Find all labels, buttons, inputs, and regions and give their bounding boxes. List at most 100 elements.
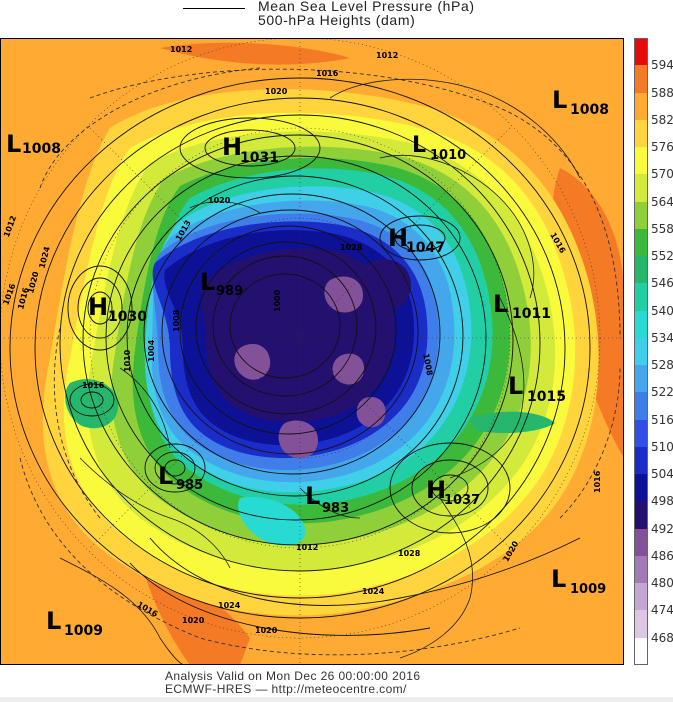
band-552-se (470, 411, 555, 434)
isobar-label: 1008 (172, 309, 181, 332)
center-l-1009-east-value: 1009 (570, 582, 606, 597)
band-594-n (160, 42, 350, 65)
colorbar-tick-label: 474 (651, 603, 673, 618)
colorbar-cell (634, 583, 648, 611)
legend-line-1: Mean Sea Level Pressure (hPa) (258, 0, 475, 14)
colorbar-tick-label: 540 (651, 303, 673, 318)
colorbar-cell (634, 610, 648, 639)
center-l-1008-east-letter: L (552, 86, 567, 114)
center-h-1037-value: 1037 (444, 493, 480, 508)
colorbar-cell (634, 201, 648, 230)
colorbar-cell (634, 637, 648, 666)
height-contours (19, 67, 621, 656)
colorbar-tick-label: 504 (651, 467, 673, 482)
center-l-1015-letter: L (508, 372, 523, 400)
center-h-1047-value: 1047 (406, 240, 445, 256)
center-l-983-value: 983 (322, 501, 349, 516)
coastlines (59, 78, 581, 665)
colorbar-tick-label: 534 (651, 330, 673, 345)
center-l-1010-letter: L (412, 133, 426, 158)
isobar-label: 1008 (421, 353, 434, 377)
colorbar-cell (634, 92, 648, 121)
center-l-1009-west-letter: L (46, 607, 61, 635)
colorbar-cell (634, 283, 648, 312)
isobar-label: 1016 (316, 69, 339, 78)
center-l-985-letter: L (158, 462, 173, 490)
isobar-label: 1024 (218, 601, 241, 610)
center-l-985-value: 985 (176, 478, 203, 493)
colorbar-tick-label: 546 (651, 276, 673, 291)
band-492-b (234, 344, 271, 380)
pressure-centers: H 1031 L 1008 L 1008 L 1010 H 1047 H 103… (6, 86, 609, 639)
isobar-label: 1012 (376, 51, 398, 60)
colorbar-tick-label: 558 (651, 221, 673, 236)
center-l-1015-value: 1015 (527, 389, 566, 405)
isobar-legend-swatch (183, 8, 245, 9)
colorbar-cell (634, 555, 648, 584)
colorbar-tick-label: 564 (651, 194, 673, 209)
colorbar-tick-label: 498 (651, 494, 673, 509)
colorbar-cell (634, 174, 648, 203)
analysis-valid-time: Analysis Valid on Mon Dec 26 00:00:00 20… (165, 669, 421, 683)
center-l-1008-east-value: 1008 (570, 102, 609, 118)
colorbar-cell (634, 528, 648, 557)
colorbar-tick-label: 576 (651, 140, 673, 155)
center-l-989-letter: L (200, 268, 215, 296)
center-l-1011-letter: L (493, 290, 508, 318)
center-h-1031-letter: H (222, 133, 242, 161)
center-h-1030-letter: H (88, 293, 108, 321)
colorbar-cell (634, 119, 648, 148)
height-field (0, 38, 624, 665)
colorbar-tick-label: 552 (651, 249, 673, 264)
isobar-label: 1020 (182, 616, 205, 625)
map-footer: Analysis Valid on Mon Dec 26 00:00:00 20… (0, 670, 673, 702)
center-l-1008-west-letter: L (6, 130, 21, 158)
center-h-1047-letter: H (388, 224, 408, 252)
model-source: ECMWF-HRES — http://meteocentre.com/ (165, 682, 407, 696)
center-l-983-letter: L (305, 482, 320, 510)
isobar-label: 1020 (255, 626, 278, 635)
colorbar-cell (634, 38, 648, 66)
isobar-label: 1000 (273, 289, 282, 312)
colorbar-tick-label: 582 (651, 112, 673, 127)
center-h-1037-letter: H (426, 476, 446, 504)
colorbar-tick-label: 528 (651, 358, 673, 373)
legend-line-2: 500-hPa Heights (dam) (258, 12, 416, 28)
band-492-d (278, 420, 318, 459)
band-492-e (356, 397, 386, 428)
isobar-label: 1012 (170, 45, 192, 54)
isobar-label: 1004 (147, 339, 156, 362)
colorbar-tick-label: 492 (651, 521, 673, 536)
band-552-pac (65, 379, 119, 429)
isobar-label: 1028 (398, 549, 421, 558)
isobar-label: 1016 (82, 381, 105, 390)
colorbar-tick-label: 510 (651, 439, 673, 454)
isobar-label: 1020 (265, 87, 288, 96)
colorbar-cell (634, 337, 648, 366)
center-l-1010-value: 1010 (430, 148, 466, 163)
center-l-1009-east-letter: L (551, 565, 566, 593)
center-h-1031-value: 1031 (240, 150, 279, 166)
colorbar-tick-label: 468 (651, 630, 673, 645)
center-l-1008-west-value: 1008 (22, 141, 61, 157)
colorbar-cell (634, 65, 648, 93)
colorbar-cell (634, 501, 648, 530)
colorbar-cell (634, 228, 648, 257)
isobar-label: 1020 (208, 196, 231, 205)
isobar-label: 1010 (123, 349, 132, 372)
isobar-label: 1012 (296, 543, 318, 552)
bottom-strip (0, 697, 673, 702)
colorbar-cell (634, 474, 648, 502)
center-l-1011-value: 1011 (512, 306, 551, 322)
colorbar-cell (634, 365, 648, 393)
isobar-label: 1024 (362, 587, 385, 596)
colorbar-cell (634, 310, 648, 339)
height-colorbar: 594 588 582 576 570 564 558 552 546 540 534 528 522 5… (634, 38, 673, 666)
colorbar-cell (634, 419, 648, 448)
map-frame (0, 38, 624, 665)
colorbar-tick-label: 516 (651, 412, 673, 427)
colorbar-tick-label: 522 (651, 385, 673, 400)
colorbar-tick-label: 570 (651, 167, 673, 182)
band-540-atl (238, 497, 306, 546)
graticule (0, 38, 624, 665)
